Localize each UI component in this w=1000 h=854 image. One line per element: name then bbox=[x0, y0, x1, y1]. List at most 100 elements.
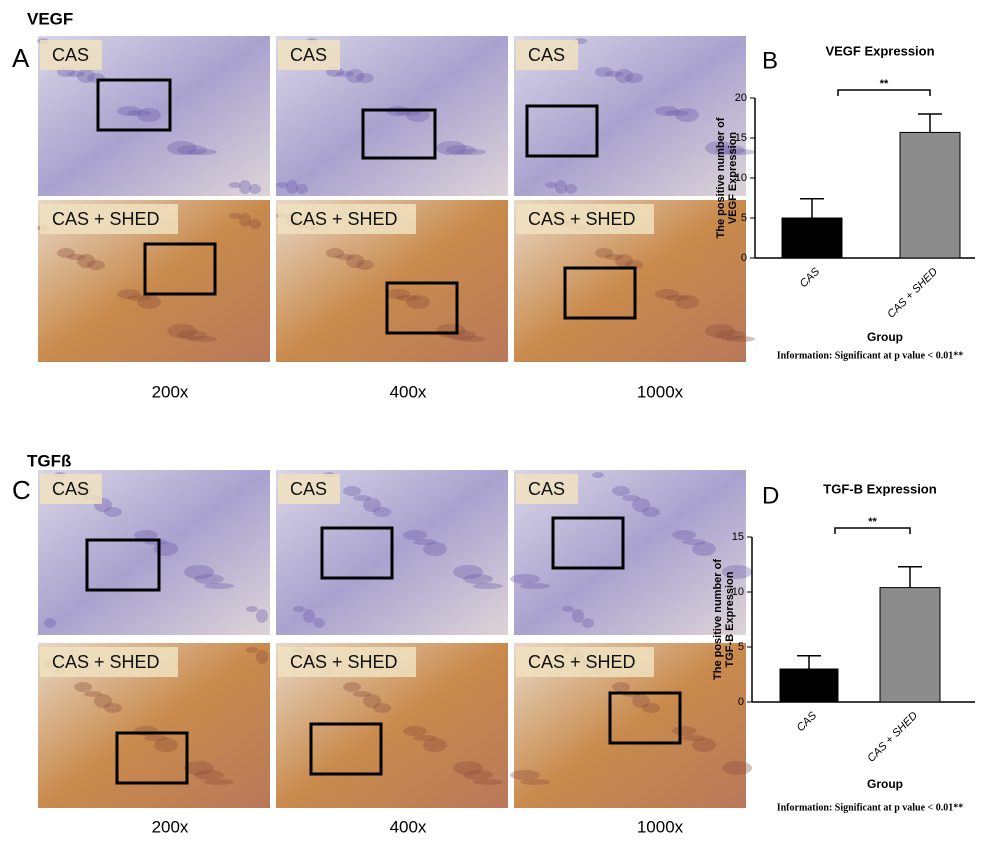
bar bbox=[779, 668, 839, 703]
cell bbox=[249, 219, 261, 229]
chart-title: VEGF Expression bbox=[825, 43, 934, 58]
label-backdrop bbox=[516, 40, 578, 70]
cell bbox=[672, 530, 696, 540]
cell bbox=[336, 71, 354, 77]
x-tick-label: CAS bbox=[795, 709, 820, 734]
error-bar bbox=[918, 113, 942, 133]
cell bbox=[406, 295, 430, 309]
cell bbox=[94, 694, 112, 708]
cell bbox=[592, 472, 604, 478]
cell bbox=[167, 324, 197, 338]
label-backdrop bbox=[278, 40, 340, 70]
cell bbox=[286, 180, 298, 194]
cell bbox=[682, 735, 706, 741]
cell bbox=[473, 583, 503, 589]
y-axis-label: TGF-B Expression bbox=[724, 571, 736, 667]
image-label: CAS bbox=[52, 479, 89, 499]
magnification: 1000x bbox=[637, 382, 684, 401]
error-bar bbox=[898, 565, 922, 588]
cell bbox=[303, 609, 315, 623]
cell bbox=[423, 738, 447, 752]
cell bbox=[436, 324, 466, 338]
magnification: 400x bbox=[390, 817, 427, 836]
cell bbox=[675, 108, 699, 122]
cell bbox=[363, 694, 381, 708]
y-tick-label: 20 bbox=[735, 92, 747, 104]
cell bbox=[722, 565, 752, 579]
cell bbox=[256, 609, 268, 623]
cell bbox=[356, 260, 374, 270]
cell bbox=[177, 145, 207, 155]
image-label: CAS + SHED bbox=[528, 209, 636, 229]
cell bbox=[67, 71, 85, 77]
highlight-box bbox=[143, 242, 217, 296]
cell bbox=[293, 606, 305, 612]
y-tick-label: 0 bbox=[741, 252, 747, 264]
label-backdrop bbox=[40, 474, 102, 504]
cell bbox=[565, 184, 577, 194]
cell bbox=[187, 149, 217, 155]
cell bbox=[413, 539, 437, 545]
cell bbox=[67, 254, 85, 260]
label-backdrop bbox=[40, 40, 102, 70]
cell bbox=[343, 682, 361, 692]
cell bbox=[456, 149, 486, 155]
y-axis-label: The positive number of bbox=[715, 117, 727, 238]
cell bbox=[134, 530, 158, 540]
cell bbox=[326, 248, 344, 258]
cell bbox=[456, 336, 486, 342]
cell bbox=[84, 691, 102, 697]
cell bbox=[612, 486, 630, 496]
cell bbox=[655, 106, 679, 116]
panel-letter: A bbox=[12, 43, 30, 73]
cell bbox=[582, 618, 594, 628]
image-label: CAS bbox=[528, 479, 565, 499]
image-label: CAS bbox=[290, 45, 327, 65]
cell bbox=[204, 779, 234, 785]
cell bbox=[715, 145, 745, 155]
cell bbox=[194, 574, 224, 584]
magnification: 200x bbox=[152, 817, 189, 836]
highlight-box bbox=[309, 722, 383, 776]
highlight-box bbox=[115, 731, 189, 785]
cell bbox=[622, 495, 640, 501]
panel-letter: B bbox=[762, 47, 778, 74]
cell bbox=[692, 542, 716, 556]
cell bbox=[510, 574, 540, 584]
cell bbox=[403, 530, 427, 540]
cell bbox=[423, 542, 447, 556]
x-tick-label: CAS + SHED bbox=[865, 710, 920, 765]
image-label: CAS bbox=[528, 45, 565, 65]
footnote: Information: Significant at p value < 0.… bbox=[777, 802, 964, 813]
panel-letter: C bbox=[12, 475, 31, 505]
cell bbox=[296, 184, 308, 194]
cell bbox=[396, 295, 420, 301]
cell bbox=[194, 770, 224, 780]
bar bbox=[899, 131, 961, 259]
y-tick-label: 5 bbox=[741, 212, 747, 224]
x-tick-label: CAS + SHED bbox=[885, 266, 940, 321]
magnification: 200x bbox=[152, 382, 189, 401]
image-label: CAS + SHED bbox=[52, 209, 160, 229]
cell bbox=[74, 682, 92, 692]
x-tick-label: CAS bbox=[798, 265, 823, 290]
cell bbox=[353, 691, 371, 697]
cell bbox=[632, 498, 650, 512]
cell bbox=[682, 539, 706, 545]
image-label: CAS + SHED bbox=[528, 652, 636, 672]
cell bbox=[187, 336, 217, 342]
cell bbox=[137, 108, 161, 122]
highlight-box bbox=[385, 281, 459, 335]
y-tick-label: 0 bbox=[738, 696, 744, 708]
label-backdrop bbox=[40, 204, 178, 234]
x-axis-label: Group bbox=[867, 777, 903, 791]
significance-bracket bbox=[837, 89, 931, 96]
cell bbox=[127, 110, 151, 116]
label-backdrop bbox=[278, 474, 340, 504]
cell bbox=[463, 770, 493, 780]
cell bbox=[562, 606, 574, 612]
cell bbox=[239, 180, 251, 194]
cell bbox=[229, 182, 241, 188]
cell bbox=[346, 254, 364, 268]
cell bbox=[363, 498, 381, 512]
